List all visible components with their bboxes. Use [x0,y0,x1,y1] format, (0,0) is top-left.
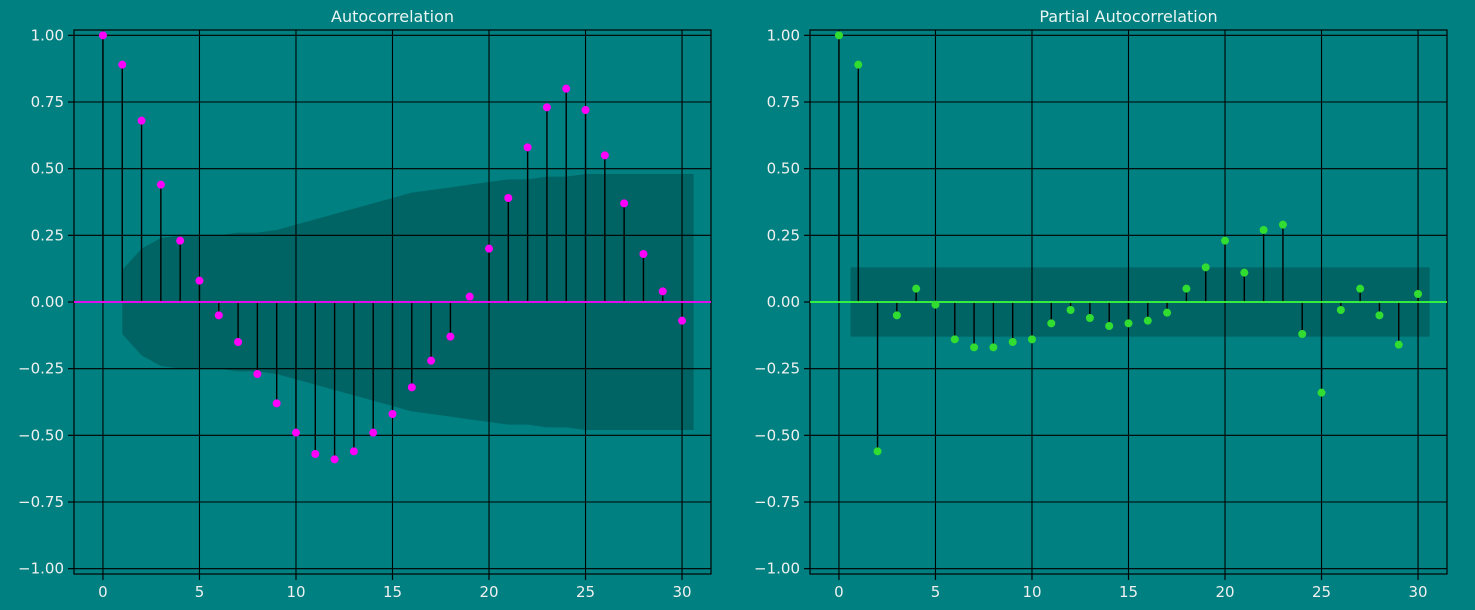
svg-text:0: 0 [834,583,844,601]
svg-text:0.00: 0.00 [767,293,800,311]
markers [98,31,687,464]
svg-text:5: 5 [195,583,205,601]
pacf-title: Partial Autocorrelation [1039,7,1218,26]
stems [102,35,683,460]
markers [834,31,1423,456]
acf-plot: 1.00 0.75 0.50 0.25 0.00 −0.25 −0.50 −0.75 −1.00… [18,26,712,601]
svg-text:0.75: 0.75 [767,93,800,111]
svg-text:0.75: 0.75 [31,93,64,111]
acf-title: Autocorrelation [331,7,454,26]
pacf-plot: 1.00 0.75 0.50 0.25 0.00 −0.25 −0.50 −0.75 −1.00… [754,26,1448,601]
svg-text:15: 15 [383,583,402,601]
svg-text:0.25: 0.25 [767,226,800,244]
svg-text:10: 10 [286,583,305,601]
svg-text:25: 25 [576,583,595,601]
acf-panel: Autocorrelation 1.00 0.75 0.50 0.25 0.00 −0.2… [8,0,731,610]
axis-ticks [804,34,1419,580]
svg-text:−1.00: −1.00 [18,560,64,578]
svg-text:30: 30 [672,583,691,601]
svg-text:−0.75: −0.75 [754,493,800,511]
axis-ticks [68,34,683,580]
svg-text:15: 15 [1119,583,1138,601]
svg-text:0.00: 0.00 [31,293,64,311]
svg-text:0: 0 [98,583,108,601]
svg-text:5: 5 [931,583,941,601]
svg-text:20: 20 [479,583,498,601]
svg-text:0.50: 0.50 [31,160,64,178]
svg-text:1.00: 1.00 [31,26,64,44]
svg-text:30: 30 [1408,583,1427,601]
pacf-panel: Partial Autocorrelation 1.00 0.75 0.50 0.25… [744,0,1467,610]
svg-text:−0.75: −0.75 [18,493,64,511]
svg-text:−1.00: −1.00 [754,560,800,578]
svg-text:25: 25 [1312,583,1331,601]
axis-tick-labels: 1.00 0.75 0.50 0.25 0.00 −0.25 −0.50 −0.75 −1.00… [18,26,692,601]
svg-text:−0.25: −0.25 [18,360,64,378]
svg-text:20: 20 [1215,583,1234,601]
axis-tick-labels: 1.00 0.75 0.50 0.25 0.00 −0.25 −0.50 −0.75 −1.00… [754,26,1428,601]
svg-text:1.00: 1.00 [767,26,800,44]
svg-text:0.25: 0.25 [31,226,64,244]
svg-text:10: 10 [1022,583,1041,601]
svg-text:−0.50: −0.50 [18,426,64,444]
svg-text:−0.25: −0.25 [754,360,800,378]
svg-text:−0.50: −0.50 [754,426,800,444]
svg-text:0.50: 0.50 [767,160,800,178]
